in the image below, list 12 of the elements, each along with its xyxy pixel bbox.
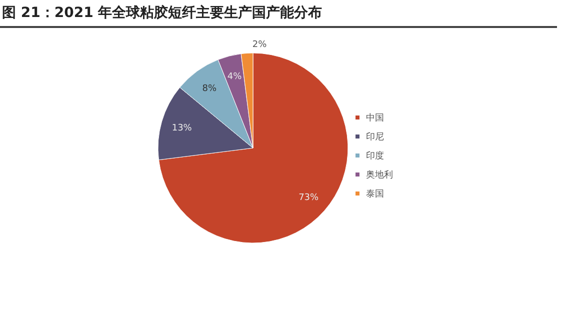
legend-label: 中国 [366,112,384,124]
chart-title: 图 21：2021 年全球粘胶短纤主要生产国产能分布 [0,4,557,28]
data-label: 2% [252,40,268,50]
legend-label: 泰国 [366,188,384,200]
legend-label: 奥地利 [366,170,393,180]
data-label: 73% [298,193,320,204]
legend-label: 印尼 [366,132,384,142]
data-label: 4% [227,72,242,82]
data-label: 8% [202,84,218,94]
legend-label: 印度 [366,150,384,162]
pie-slice [158,52,348,244]
data-label: 13% [172,123,192,134]
